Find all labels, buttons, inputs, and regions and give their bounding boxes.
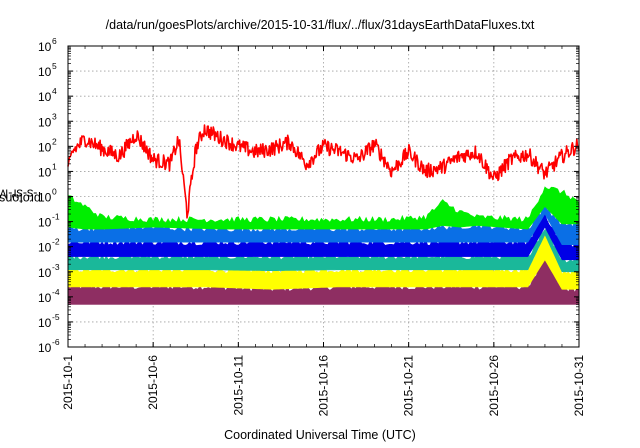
- x-axis-label: Coordinated Universal Time (UTC): [224, 428, 416, 442]
- x-tick-label: 2015-10-1: [61, 355, 75, 410]
- y-tick-label: 10: [38, 140, 52, 154]
- y-tick-label: 10: [38, 40, 52, 54]
- series-line-6: [67, 124, 580, 219]
- y-tick-label: 10: [38, 266, 52, 280]
- y-tick-label: 10: [38, 90, 52, 104]
- y-tick-label-exponent: -4: [52, 287, 60, 297]
- series-group: [67, 124, 580, 305]
- y-tick-label-exponent: 6: [52, 36, 57, 46]
- axes: 10 -610 -510 -410 -310 -210 -110 010 110 210 310 41…: [38, 36, 586, 416]
- x-tick-label: 2015-10-6: [146, 355, 160, 410]
- y-tick-label: 10: [38, 316, 52, 330]
- x-tick-label: 2015-10-21: [402, 355, 416, 417]
- y-tick-label: 10: [38, 241, 52, 255]
- y-tick-label: 10: [38, 191, 52, 205]
- y-tick-label: 10: [38, 165, 52, 179]
- y-tick-label-exponent: 0: [52, 187, 57, 197]
- x-tick-label: 2015-10-16: [317, 355, 331, 417]
- series-band-5: [67, 186, 580, 230]
- y-tick-label-exponent: -1: [52, 212, 60, 222]
- x-tick-label: 2015-10-26: [487, 355, 501, 417]
- y-tick-label: 10: [38, 65, 52, 79]
- y-tick-label-exponent: 1: [52, 161, 57, 171]
- y-tick-label: 10: [38, 216, 52, 230]
- x-tick-label: 2015-10-31: [572, 355, 586, 417]
- plot-frame: [67, 45, 580, 348]
- y-tick-label-exponent: -6: [52, 337, 60, 347]
- chart-title: /data/run/goesPlots/archive/2015-10-31/f…: [105, 18, 535, 32]
- y-tick-label-exponent: -2: [52, 237, 60, 247]
- y-tick-label: 10: [38, 341, 52, 355]
- y-tick-label: 10: [38, 115, 52, 129]
- y-tick-label-exponent: -5: [52, 312, 60, 322]
- y-tick-label-exponent: -3: [52, 262, 60, 272]
- y-tick-label-exponent: 3: [52, 111, 57, 121]
- y-tick-label: 10: [38, 291, 52, 305]
- y-tick-label-exponent: 5: [52, 61, 57, 71]
- x-tick-label: 2015-10-11: [231, 355, 245, 416]
- y-tick-label-exponent: 4: [52, 86, 57, 96]
- y-tick-label-exponent: 2: [52, 136, 57, 146]
